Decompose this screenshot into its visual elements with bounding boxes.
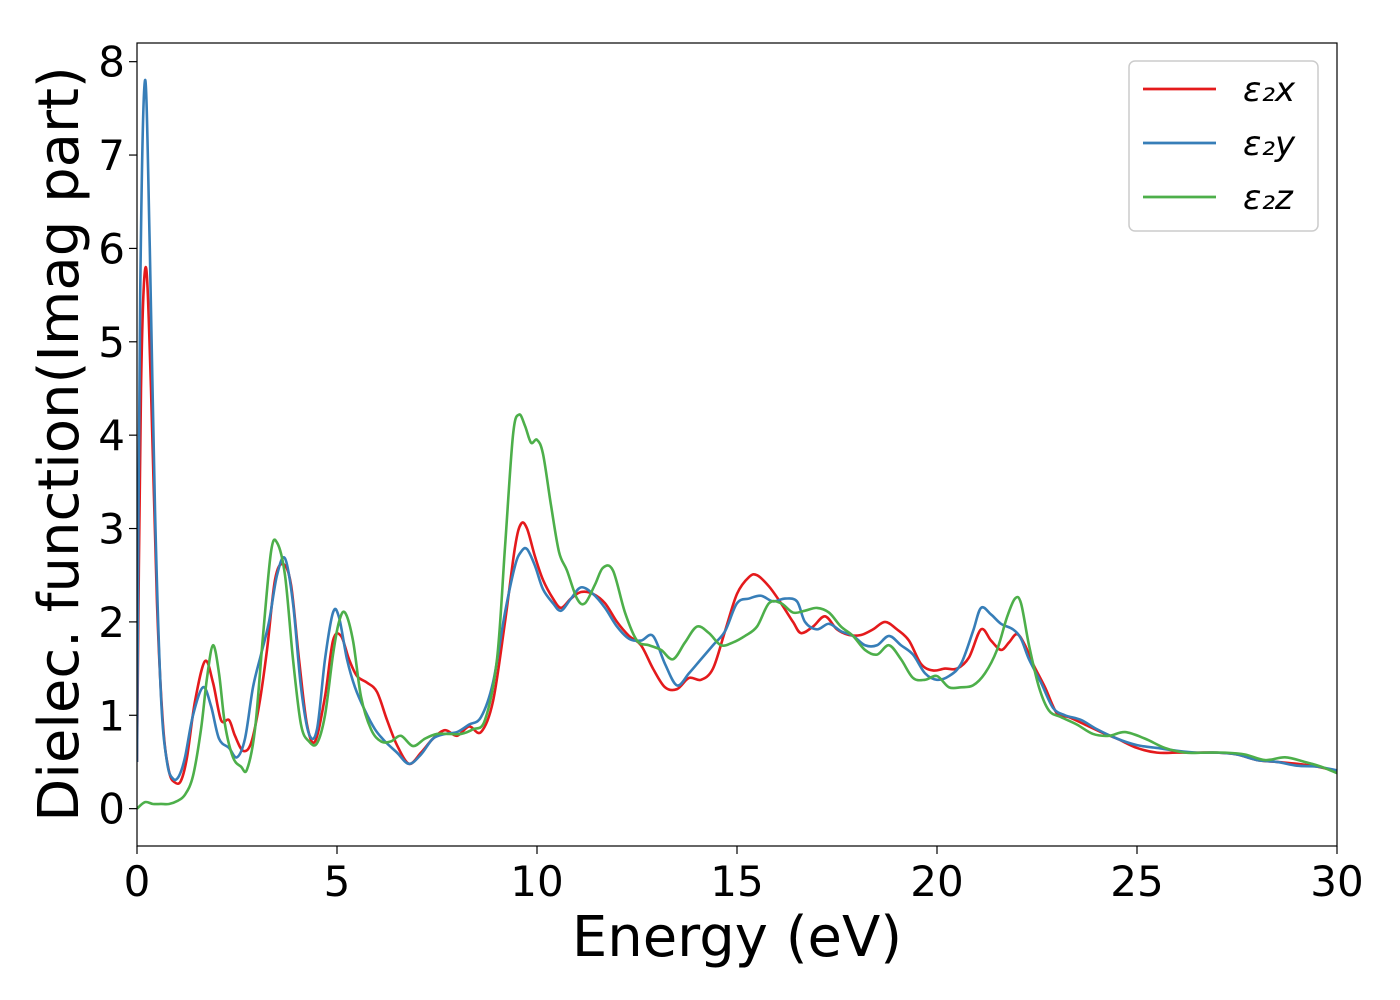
- y-tick-label: 1: [98, 691, 125, 740]
- y-tick-label: 3: [98, 505, 125, 554]
- x-tick-label: 5: [324, 857, 351, 906]
- series-layer: [137, 79, 1337, 810]
- legend-label-3: ε₂z: [1243, 178, 1294, 218]
- y-tick-label: 2: [98, 598, 125, 647]
- y-tick-label: 0: [98, 785, 125, 834]
- y-tick-label: 6: [98, 224, 125, 273]
- legend: ε₂x ε₂y ε₂z: [1128, 60, 1319, 232]
- y-axis-ticks: 0 1 2 3 4 5 6 7 8: [98, 38, 137, 834]
- y-tick-label: 7: [98, 131, 125, 180]
- x-tick-label: 20: [910, 857, 963, 906]
- x-tick-label: 15: [710, 857, 763, 906]
- x-axis-label: Energy (eV): [572, 905, 902, 970]
- x-tick-label: 0: [124, 857, 151, 906]
- legend-label-2: ε₂y: [1243, 124, 1296, 164]
- y-tick-label: 4: [98, 411, 125, 460]
- y-tick-label: 8: [98, 38, 125, 87]
- x-tick-label: 30: [1310, 857, 1363, 906]
- x-axis-ticks: 0 5 10 15 20 25 30: [124, 846, 1364, 906]
- y-axis-label: Dielec. function(Imag part): [27, 66, 92, 822]
- series-line-3: [137, 413, 1337, 810]
- legend-label-1: ε₂x: [1243, 70, 1296, 110]
- x-tick-label: 25: [1110, 857, 1163, 906]
- legend-box: [1128, 60, 1319, 232]
- x-tick-label: 10: [510, 857, 563, 906]
- y-tick-label: 5: [98, 318, 125, 367]
